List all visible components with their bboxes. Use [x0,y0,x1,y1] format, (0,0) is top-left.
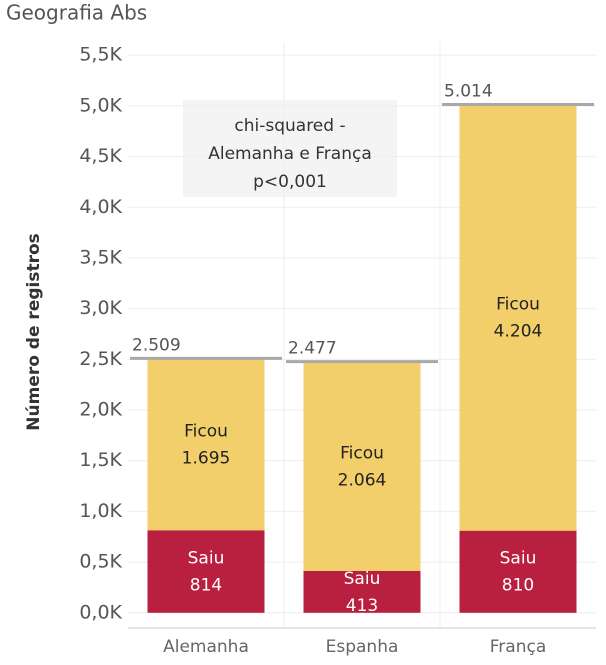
segment-series-label: Ficou [184,421,228,441]
y-tick-label: 1,0K [79,500,122,522]
y-tick-label: 1,5K [79,449,122,471]
segment-series-label: Saiu [500,549,537,569]
y-tick-label: 5,0K [79,94,122,116]
segment-series-label: Saiu [344,569,381,589]
x-tick-label: Alemanha [163,637,249,657]
bar-segment [147,358,265,531]
total-label: 2.509 [132,335,181,355]
y-tick-label: 3,5K [79,246,122,268]
annotation-text: chi-squared - [234,116,345,136]
annotation-box [183,100,397,197]
segment-value-label: 810 [502,576,534,596]
y-tick-label: 0,5K [79,551,122,573]
segment-series-label: Ficou [340,443,384,463]
segment-value-label: 1.695 [182,448,231,468]
y-tick-label: 5,5K [79,44,122,66]
x-tick-label: Espanha [326,637,399,657]
segment-series-label: Ficou [496,295,540,315]
y-tick-label: 2,0K [79,399,122,421]
total-label: 2.477 [288,339,337,359]
x-tick-label: França [490,637,547,657]
segment-value-label: 814 [190,576,222,596]
segment-series-label: Saiu [188,549,225,569]
bar-segment [459,104,577,531]
segment-value-label: 413 [346,596,378,616]
bar-segment [459,530,577,613]
y-tick-label: 4,0K [79,196,122,218]
chart-title: Geografia Abs [6,1,147,25]
bar-segment [303,570,421,613]
y-axis-label: Número de registros [24,233,44,431]
y-tick-label: 4,5K [79,145,122,167]
y-tick-label: 2,5K [79,348,122,370]
bar-segment [147,530,265,613]
y-tick-label: 3,0K [79,297,122,319]
y-tick-label: 0,0K [79,601,122,623]
segment-value-label: 2.064 [338,470,387,490]
segment-value-label: 4.204 [494,322,543,342]
total-label: 5.014 [444,81,493,101]
annotation-text: p<0,001 [253,172,327,192]
bar-segment [303,361,421,571]
annotation-text: Alemanha e França [208,144,372,164]
